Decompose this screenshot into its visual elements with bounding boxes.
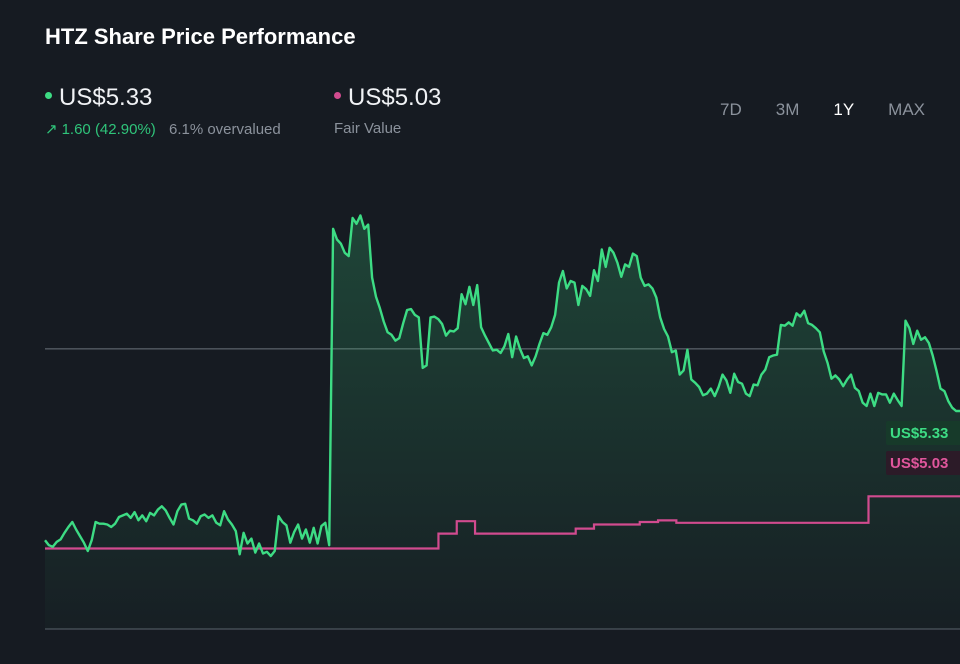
fair-tag-background: [886, 451, 960, 475]
fair-value-line: [45, 495, 960, 550]
range-7d-button[interactable]: 7D: [703, 98, 759, 122]
price-change-row: ↗ 1.60 (42.90%) 6.1% overvalued: [45, 120, 281, 138]
price-tag-background: [886, 421, 960, 445]
price-line: [44, 214, 960, 558]
price-area: [45, 215, 960, 629]
fair-value-amount: US$5.03: [348, 84, 442, 111]
range-3m-button[interactable]: 3M: [759, 98, 817, 122]
current-price-value: US$5.33: [59, 84, 153, 111]
arrow-up-right-icon: ↗: [45, 121, 58, 138]
current-price: US$5.33: [45, 84, 281, 112]
fair-value-label: Fair Value: [334, 120, 402, 137]
valuation-note: 6.1% overvalued: [168, 121, 281, 138]
range-1y-button[interactable]: 1Y: [816, 98, 871, 122]
fair-value-tag: US$5.03: [886, 451, 960, 475]
price-summary: US$5.33 ↗ 1.60 (42.90%) 6.1% overvalued: [45, 84, 281, 138]
price-dot-icon: [45, 92, 52, 100]
price-tag-label: US$5.33: [890, 425, 948, 442]
fair-value-summary: US$5.03 Fair Value: [334, 84, 441, 137]
fair-tag-label: US$5.03: [890, 455, 948, 472]
price-change: 1.60 (42.90%): [61, 121, 156, 138]
range-max-button[interactable]: MAX: [871, 98, 942, 122]
price-tag: US$5.33: [886, 421, 960, 445]
range-selector: 7D 3M 1Y MAX: [703, 98, 942, 122]
page-title: HTZ Share Price Performance: [45, 24, 356, 49]
fair-value-dot-icon: [334, 92, 341, 100]
fair-value: US$5.03: [334, 84, 441, 112]
